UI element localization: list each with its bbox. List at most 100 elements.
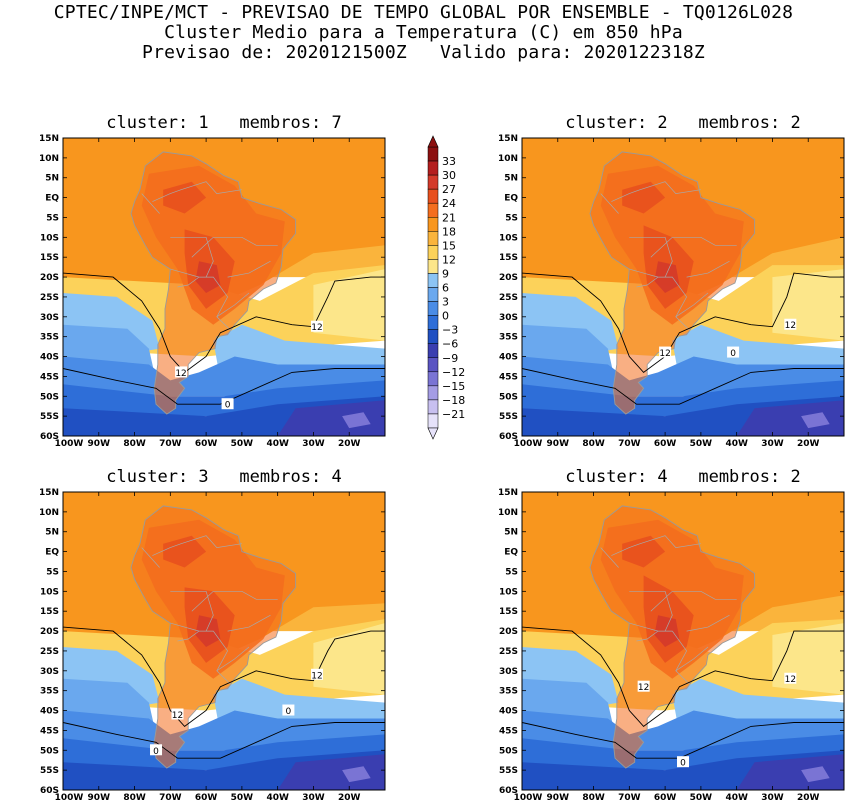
border-line (177, 630, 200, 642)
lat-label: 50S (499, 392, 518, 402)
lat-label: 5N (504, 174, 518, 184)
lon-label: 60W (654, 793, 677, 803)
colorbar-segment (427, 174, 439, 190)
lat-label: 50S (40, 746, 59, 756)
colorbar-segment (427, 371, 439, 387)
colorbar-label: 18 (442, 225, 456, 238)
shaded-region (163, 181, 207, 214)
border-line (170, 622, 232, 685)
border-line (686, 260, 730, 278)
lon-label: 50W (690, 793, 713, 803)
contour-line-12 (522, 626, 844, 728)
contour-line-12 (522, 272, 844, 374)
panel-title-cluster-4: cluster: 4 membros: 2 (565, 467, 801, 487)
colorbar-top-arrow (427, 135, 439, 148)
colorbar-label: 15 (442, 239, 456, 252)
lat-label: 35S (499, 333, 518, 343)
border-line (629, 622, 691, 685)
figure-title-line-3: Previsao de: 2020121500Z Valido para: 20… (142, 42, 705, 63)
shaded-region (313, 269, 385, 341)
colorbar-label: 24 (442, 197, 456, 210)
colorbar-label: −21 (442, 408, 465, 421)
lat-label: 40S (499, 353, 518, 363)
border-line (686, 614, 730, 632)
lat-label: 55S (499, 412, 518, 422)
contour-label: 12 (172, 711, 183, 721)
lat-label: 35S (40, 333, 59, 343)
colorbar-label: −15 (442, 380, 465, 393)
lon-label: 60W (195, 439, 218, 449)
lat-label: EQ (45, 548, 59, 558)
lat-label: 5S (46, 213, 59, 223)
colorbar-segment (427, 245, 439, 260)
coastline (130, 151, 297, 415)
shaded-region (342, 412, 371, 429)
lon-label: 40W (266, 439, 289, 449)
map-frame (62, 491, 386, 791)
colorbar-label: −6 (442, 338, 458, 351)
map-frame (521, 491, 845, 791)
border-line (600, 193, 619, 214)
lon-label: 20W (797, 439, 820, 449)
colorbar-label: 6 (442, 282, 449, 295)
shaded-region (622, 181, 666, 214)
colorbar-segment (427, 202, 439, 218)
contour-label-bg (659, 346, 672, 358)
lon-label: 100W (55, 793, 84, 803)
map-frame (62, 137, 386, 437)
colorbar-label: 0 (442, 310, 449, 323)
lat-label: 40S (40, 707, 59, 717)
colorbar-segment (427, 188, 439, 204)
lat-label: 5N (45, 528, 59, 538)
shaded-region (801, 766, 830, 783)
border-line (170, 590, 214, 632)
colorbar-label: 30 (442, 169, 456, 182)
border-line (650, 236, 737, 258)
lat-label: 15S (499, 607, 518, 617)
colorbar-segment (427, 413, 439, 429)
lon-label: 20W (338, 793, 361, 803)
contour-line-0 (63, 368, 385, 405)
colorbar-label: −18 (442, 394, 465, 407)
lon-label: 80W (123, 439, 146, 449)
lat-label: 10S (499, 233, 518, 243)
colorbar-segment (427, 259, 439, 274)
lon-label: 90W (88, 793, 111, 803)
lon-label: 50W (690, 439, 713, 449)
shaded-region (801, 412, 830, 429)
border-line (216, 646, 250, 672)
colorbar-segment (427, 357, 439, 373)
border-line (152, 181, 242, 202)
lat-label: EQ (504, 548, 518, 558)
lon-label: 70W (159, 793, 182, 803)
lat-label: 55S (499, 766, 518, 776)
lat-label: 30S (499, 313, 518, 323)
lat-label: 25S (40, 647, 59, 657)
lat-label: 30S (40, 313, 59, 323)
lon-label: 20W (797, 793, 820, 803)
border-line (600, 547, 619, 568)
lat-label: 45S (40, 726, 59, 736)
border-line (227, 260, 271, 278)
lon-label: 30W (302, 439, 325, 449)
border-line (170, 268, 232, 331)
lat-label: 15N (39, 134, 59, 144)
colorbar-segment (427, 315, 439, 330)
border-line (216, 292, 250, 318)
lon-label: 30W (761, 793, 784, 803)
colorbar-segment (427, 217, 439, 232)
contour-line-0 (522, 368, 844, 405)
contour-label: 0 (286, 707, 292, 717)
lon-label: 20W (338, 439, 361, 449)
colorbar-segment (427, 160, 439, 176)
coastline (130, 505, 297, 769)
border-line (170, 236, 214, 278)
lat-label: 25S (499, 647, 518, 657)
border-line (629, 236, 673, 278)
lat-label: 25S (499, 293, 518, 303)
colorbar-label: 21 (442, 211, 456, 224)
lon-label: 90W (547, 439, 570, 449)
map-panel-cluster-1: 12 12 0 15N 10N 5N EQ 5S 10S 15S 20S 25S 30S 35S 40S 45… (39, 134, 386, 449)
lon-label: 90W (547, 793, 570, 803)
lon-label: 50W (231, 793, 254, 803)
